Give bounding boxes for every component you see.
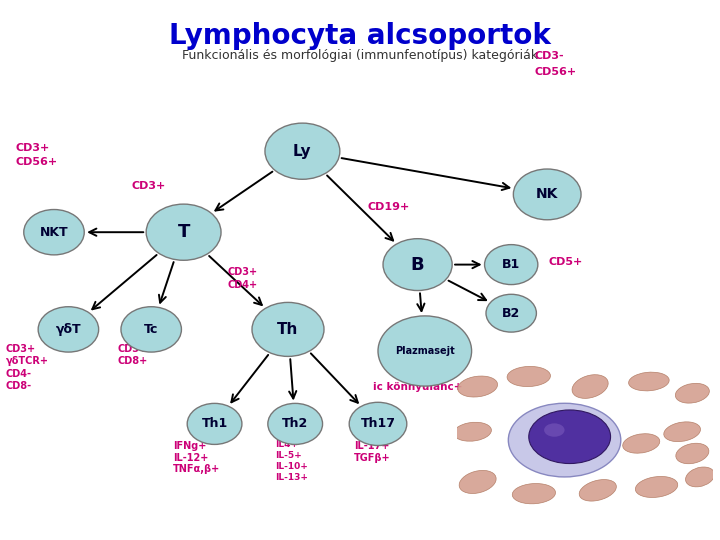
Circle shape bbox=[378, 316, 472, 386]
Circle shape bbox=[268, 403, 323, 444]
Text: γδTCR+: γδTCR+ bbox=[6, 356, 49, 367]
Text: NKT: NKT bbox=[40, 226, 68, 239]
Text: CD5+: CD5+ bbox=[549, 256, 583, 267]
Ellipse shape bbox=[676, 443, 709, 464]
Text: CD8-: CD8- bbox=[6, 381, 32, 391]
Text: TGFβ+: TGFβ+ bbox=[354, 453, 391, 463]
Text: ic könnyűlánc+: ic könnyűlánc+ bbox=[373, 381, 462, 392]
Ellipse shape bbox=[623, 434, 660, 453]
Text: Ly: Ly bbox=[293, 144, 312, 159]
Text: B1: B1 bbox=[502, 258, 521, 271]
Text: CD3+: CD3+ bbox=[117, 344, 148, 354]
Ellipse shape bbox=[664, 422, 701, 442]
Ellipse shape bbox=[572, 375, 608, 399]
Text: CD3+: CD3+ bbox=[16, 143, 50, 153]
Text: IL-5+: IL-5+ bbox=[275, 451, 302, 460]
Circle shape bbox=[485, 245, 538, 285]
Text: B2: B2 bbox=[502, 307, 521, 320]
Ellipse shape bbox=[454, 422, 492, 441]
Circle shape bbox=[187, 403, 242, 444]
Circle shape bbox=[528, 410, 611, 463]
Text: B: B bbox=[411, 255, 424, 274]
Circle shape bbox=[383, 239, 452, 291]
Text: IL4+: IL4+ bbox=[275, 440, 298, 449]
Ellipse shape bbox=[507, 367, 551, 387]
Ellipse shape bbox=[635, 476, 678, 497]
Circle shape bbox=[508, 403, 621, 477]
Circle shape bbox=[486, 294, 536, 332]
Text: Funkcionális és morfológiai (immunfenotípus) kategóriák: Funkcionális és morfológiai (immunfenotí… bbox=[182, 49, 538, 62]
Text: Tc: Tc bbox=[144, 323, 158, 336]
Circle shape bbox=[146, 204, 221, 260]
Text: IL-13+: IL-13+ bbox=[275, 472, 308, 482]
Text: Plazmasejt: Plazmasejt bbox=[395, 346, 454, 356]
Circle shape bbox=[265, 123, 340, 179]
Text: IL-10+: IL-10+ bbox=[275, 462, 308, 471]
Text: IL-12+: IL-12+ bbox=[173, 453, 208, 463]
Text: γδT: γδT bbox=[55, 323, 81, 336]
Text: CD3+: CD3+ bbox=[228, 267, 258, 278]
Circle shape bbox=[38, 307, 99, 352]
Text: Th: Th bbox=[277, 322, 299, 337]
Ellipse shape bbox=[459, 470, 496, 494]
Text: CD3-: CD3- bbox=[534, 51, 564, 62]
Circle shape bbox=[513, 169, 581, 220]
Ellipse shape bbox=[579, 480, 616, 501]
Ellipse shape bbox=[512, 483, 556, 504]
Text: CD8+: CD8+ bbox=[117, 356, 148, 367]
Text: IL-17+: IL-17+ bbox=[354, 441, 390, 451]
Circle shape bbox=[24, 210, 84, 255]
Text: CD3+: CD3+ bbox=[131, 181, 166, 191]
Text: Th2: Th2 bbox=[282, 417, 308, 430]
Ellipse shape bbox=[685, 467, 714, 487]
Text: Th1: Th1 bbox=[202, 417, 228, 430]
Text: Lymphocyta alcsoportok: Lymphocyta alcsoportok bbox=[169, 22, 551, 50]
Text: CD56+: CD56+ bbox=[534, 66, 577, 77]
Circle shape bbox=[252, 302, 324, 356]
Text: CD4-: CD4- bbox=[6, 369, 32, 379]
Ellipse shape bbox=[458, 376, 498, 397]
Text: CD56+: CD56+ bbox=[16, 157, 58, 167]
Circle shape bbox=[349, 402, 407, 446]
Text: CD3+: CD3+ bbox=[6, 344, 36, 354]
Text: NK: NK bbox=[536, 187, 559, 201]
Text: T: T bbox=[177, 223, 190, 241]
Text: IFNg+: IFNg+ bbox=[173, 441, 206, 451]
Circle shape bbox=[544, 423, 564, 437]
Ellipse shape bbox=[629, 372, 669, 391]
Text: CD4+: CD4+ bbox=[228, 280, 258, 291]
Circle shape bbox=[121, 307, 181, 352]
Text: Th17: Th17 bbox=[361, 417, 395, 430]
Ellipse shape bbox=[675, 383, 709, 403]
Text: TNFα,β+: TNFα,β+ bbox=[173, 464, 220, 474]
Text: CD19+: CD19+ bbox=[367, 201, 410, 212]
